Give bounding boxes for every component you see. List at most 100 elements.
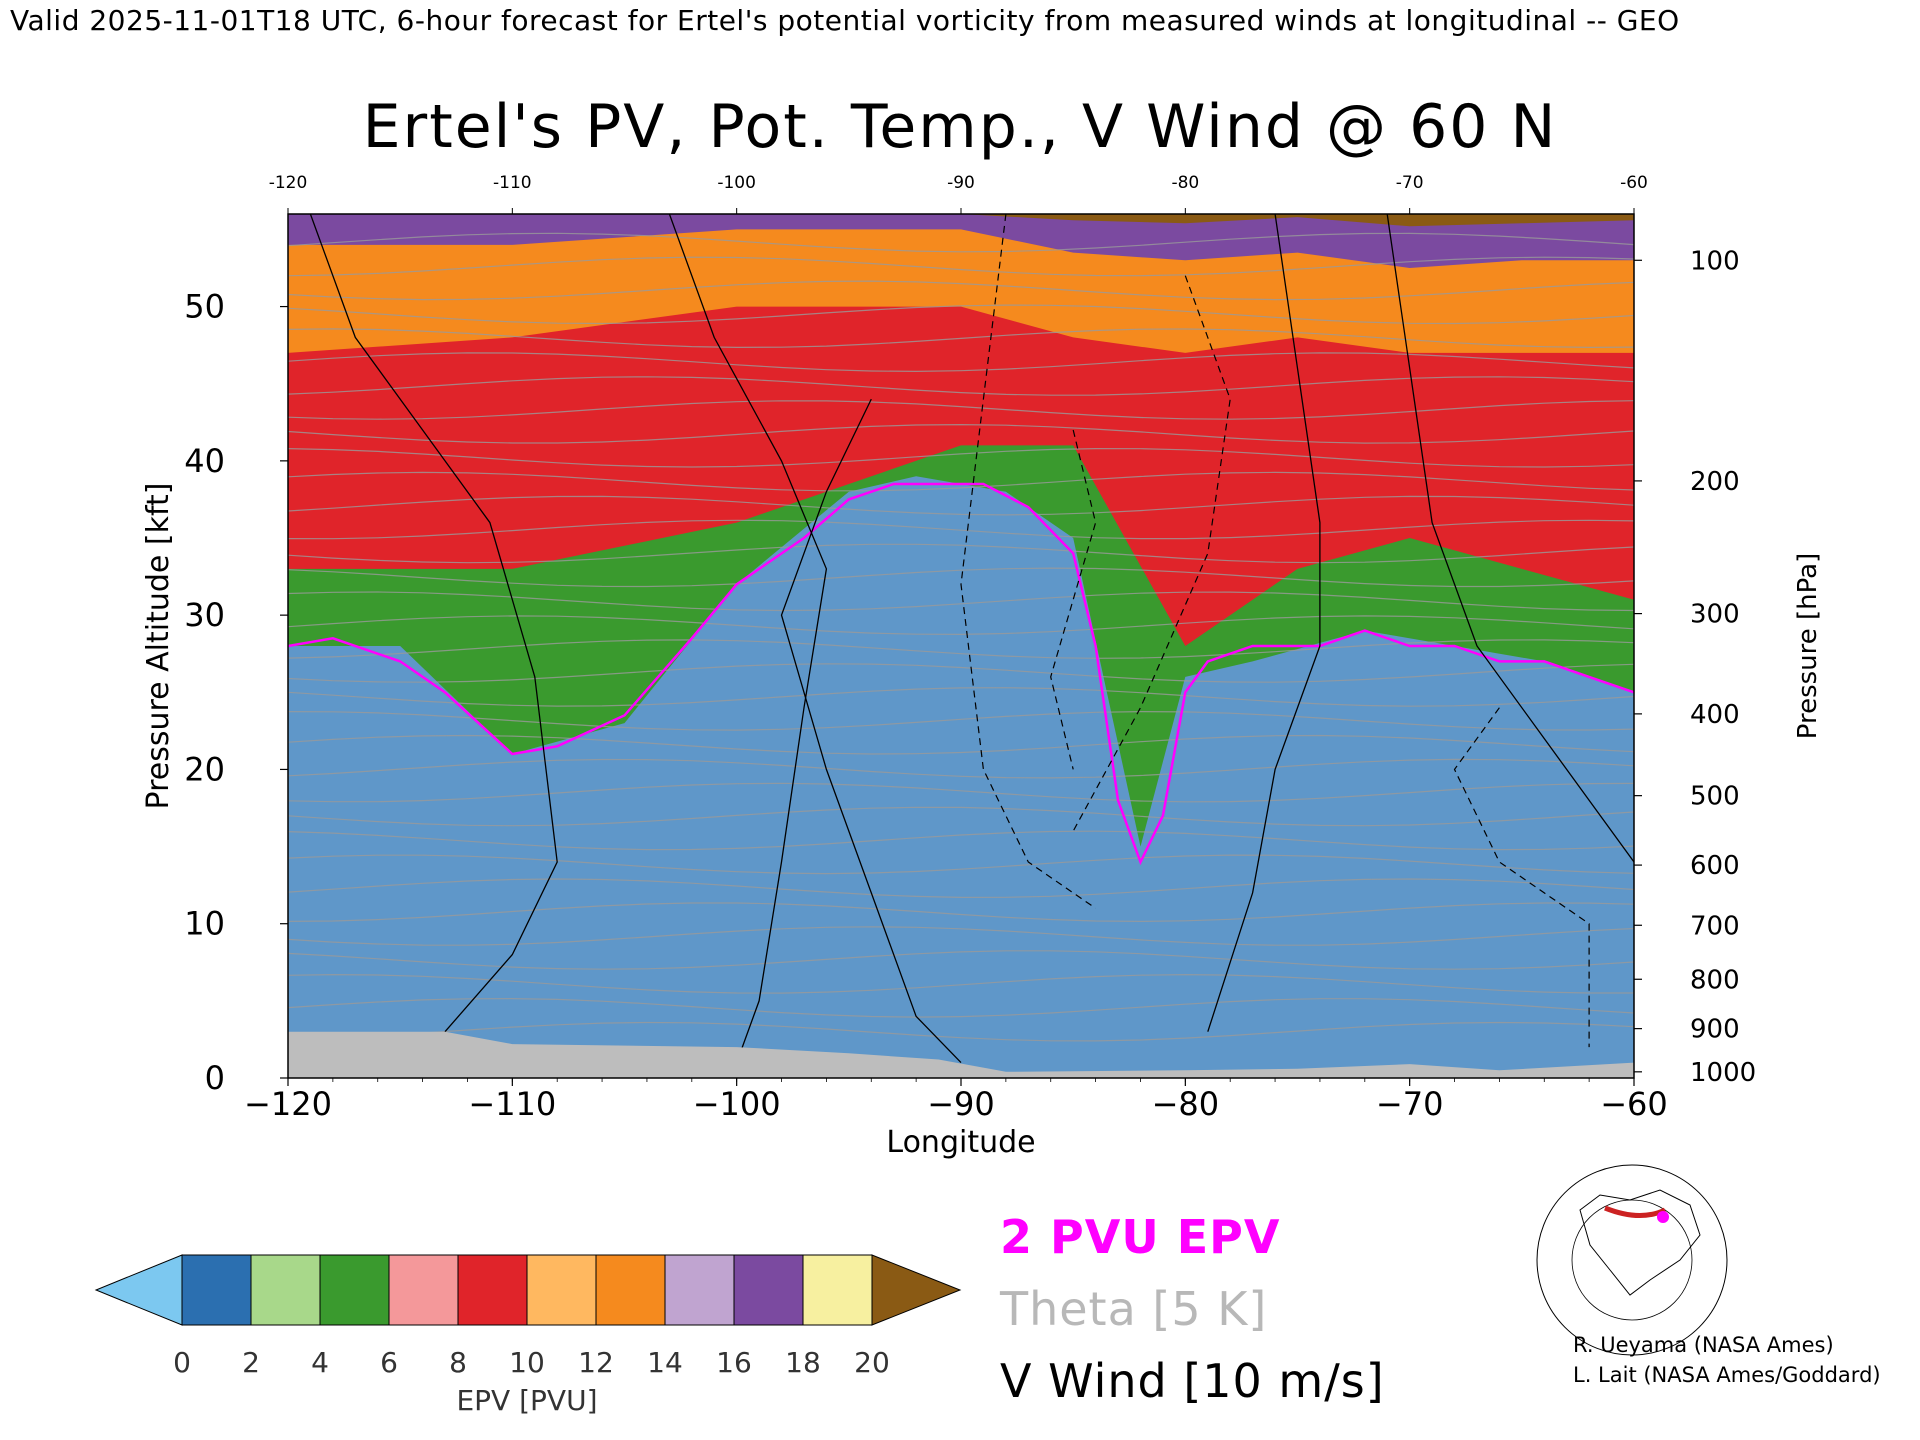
v-wind-contour	[1207, 214, 1321, 1032]
y-tick-label: 30	[184, 596, 225, 634]
colorbar-segment	[181, 1254, 252, 1326]
pressure-tick-label: 1000	[1690, 1058, 1756, 1088]
colorbar-tick-label: 6	[380, 1346, 398, 1379]
locator-map-bg	[1536, 1148, 1730, 1296]
theta-isentrope	[288, 615, 1634, 636]
theta-isentrope	[288, 710, 1634, 731]
theta-isentrope	[288, 567, 1634, 588]
top-x-tick-label: -120	[269, 173, 308, 193]
colorbar-segment	[802, 1254, 873, 1326]
colorbar-segment	[388, 1254, 459, 1326]
colorbar-tick-label: 0	[173, 1346, 191, 1379]
epv-layer-17	[288, 214, 1634, 268]
y-tick-label: 10	[184, 905, 225, 943]
theta-isentrope	[288, 997, 1634, 1018]
credit-2: L. Lait (NASA Ames/Goddard)	[1573, 1363, 1881, 1387]
terrain	[288, 1031, 1634, 1078]
colorbar-tick-label: 8	[449, 1346, 467, 1379]
theta-isentrope	[288, 447, 1634, 468]
theta-isentrope	[288, 1021, 1634, 1042]
chart-title: Ertel's PV, Pot. Temp., V Wind @ 60 N	[362, 92, 1558, 162]
theta-isentrope	[288, 854, 1634, 875]
pressure-tick-label: 800	[1690, 965, 1740, 995]
colorbar-tick-label: 10	[509, 1346, 545, 1379]
x-tick-label: −70	[1376, 1085, 1444, 1123]
theta-isentrope	[288, 782, 1634, 803]
theta-isentrope	[288, 232, 1634, 253]
valid-time-banner: Valid 2025-11-01T18 UTC, 6-hour forecast…	[10, 4, 1680, 37]
v-wind-contour	[1386, 214, 1634, 863]
colorbar-tick-label: 20	[854, 1346, 890, 1379]
theta-isentrope	[288, 543, 1634, 564]
theta-isentrope	[288, 806, 1634, 827]
locator-map-graticule	[1536, 1164, 1728, 1356]
theta-isentrope	[288, 639, 1634, 659]
v-wind-negative-contour	[1050, 429, 1097, 770]
pressure-tick-label: 500	[1690, 782, 1740, 812]
theta-isentrope	[288, 280, 1634, 301]
colorbar-segment	[250, 1254, 321, 1326]
theta-isentrope	[288, 423, 1634, 444]
legend-v-wind: V Wind [10 m/s]	[1000, 1354, 1385, 1408]
theta-isentrope	[288, 926, 1634, 946]
theta-isentrope	[288, 902, 1634, 923]
y-axis-label: Pressure Altitude [kft]	[141, 483, 176, 810]
x-tick-label: −90	[927, 1085, 995, 1123]
x-tick-label: −60	[1600, 1085, 1668, 1123]
pressure-tick-label: 100	[1690, 246, 1740, 276]
locator-map-graticule	[1571, 1199, 1693, 1321]
v-wind-negative-contour	[960, 214, 1096, 909]
colorbar-segment	[733, 1254, 804, 1326]
theta-isentrope	[288, 376, 1634, 396]
colorbar-under-arrow	[94, 1254, 183, 1326]
colorbar-segment	[526, 1254, 597, 1326]
theta-isentrope	[288, 758, 1634, 779]
x-tick-label: −120	[244, 1085, 332, 1123]
v-wind-contour	[668, 214, 828, 1063]
x-tick-label: −110	[468, 1085, 556, 1123]
y-tick-label: 50	[184, 288, 225, 326]
x-tick-label: −80	[1152, 1085, 1220, 1123]
pressure-tick-label: 700	[1690, 911, 1740, 941]
theta-isentrope	[288, 734, 1634, 755]
theta-isentrope	[288, 352, 1634, 373]
v-wind-negative-contour	[1453, 707, 1590, 1048]
epv-2pvu-line	[288, 482, 1634, 866]
x-axis-label: Longitude	[886, 1125, 1035, 1160]
pressure-tick-label: 600	[1690, 851, 1740, 881]
theta-isentrope	[288, 304, 1634, 325]
y-tick-label: 20	[184, 750, 225, 788]
theta-isentrope	[288, 400, 1634, 420]
theta-isentrope	[288, 687, 1634, 707]
colorbar-over-arrow	[871, 1254, 962, 1326]
v-wind-negative-contour	[1072, 275, 1231, 832]
pressure-tick-label: 300	[1690, 600, 1740, 630]
theta-isentrope	[288, 256, 1634, 277]
top-x-tick-label: -90	[947, 173, 975, 193]
colorbar-label: EPV [PVU]	[456, 1384, 597, 1417]
pressure-tick-label: 200	[1690, 467, 1740, 497]
theta-isentrope	[288, 878, 1634, 899]
top-x-tick-label: -70	[1396, 173, 1424, 193]
colorbar-tick-label: 4	[311, 1346, 329, 1379]
colorbar-tick-label: 16	[716, 1346, 752, 1379]
theta-isentrope	[288, 973, 1634, 994]
v-wind-contour	[309, 214, 558, 1033]
locator-map-marker	[1657, 1211, 1669, 1223]
theta-isentrope	[288, 328, 1634, 349]
legend-theta: Theta [5 K]	[1000, 1282, 1268, 1336]
pressure-tick-label: 900	[1690, 1015, 1740, 1045]
top-x-tick-label: -80	[1171, 173, 1199, 193]
epv-layer-20	[288, 214, 1634, 227]
colorbar-segment	[595, 1254, 666, 1326]
theta-isentrope	[288, 663, 1634, 683]
credit-1: R. Ueyama (NASA Ames)	[1573, 1333, 1834, 1357]
theta-isentrope	[288, 830, 1634, 851]
theta-isentrope	[288, 519, 1634, 540]
y-tick-label: 0	[205, 1059, 225, 1097]
colorbar-tick-label: 12	[578, 1346, 614, 1379]
v-wind-contour	[780, 398, 962, 1064]
pressure-tick-label: 400	[1690, 700, 1740, 730]
y2-axis-label: Pressure [hPa]	[1793, 553, 1823, 740]
top-x-tick-label: -60	[1620, 173, 1648, 193]
